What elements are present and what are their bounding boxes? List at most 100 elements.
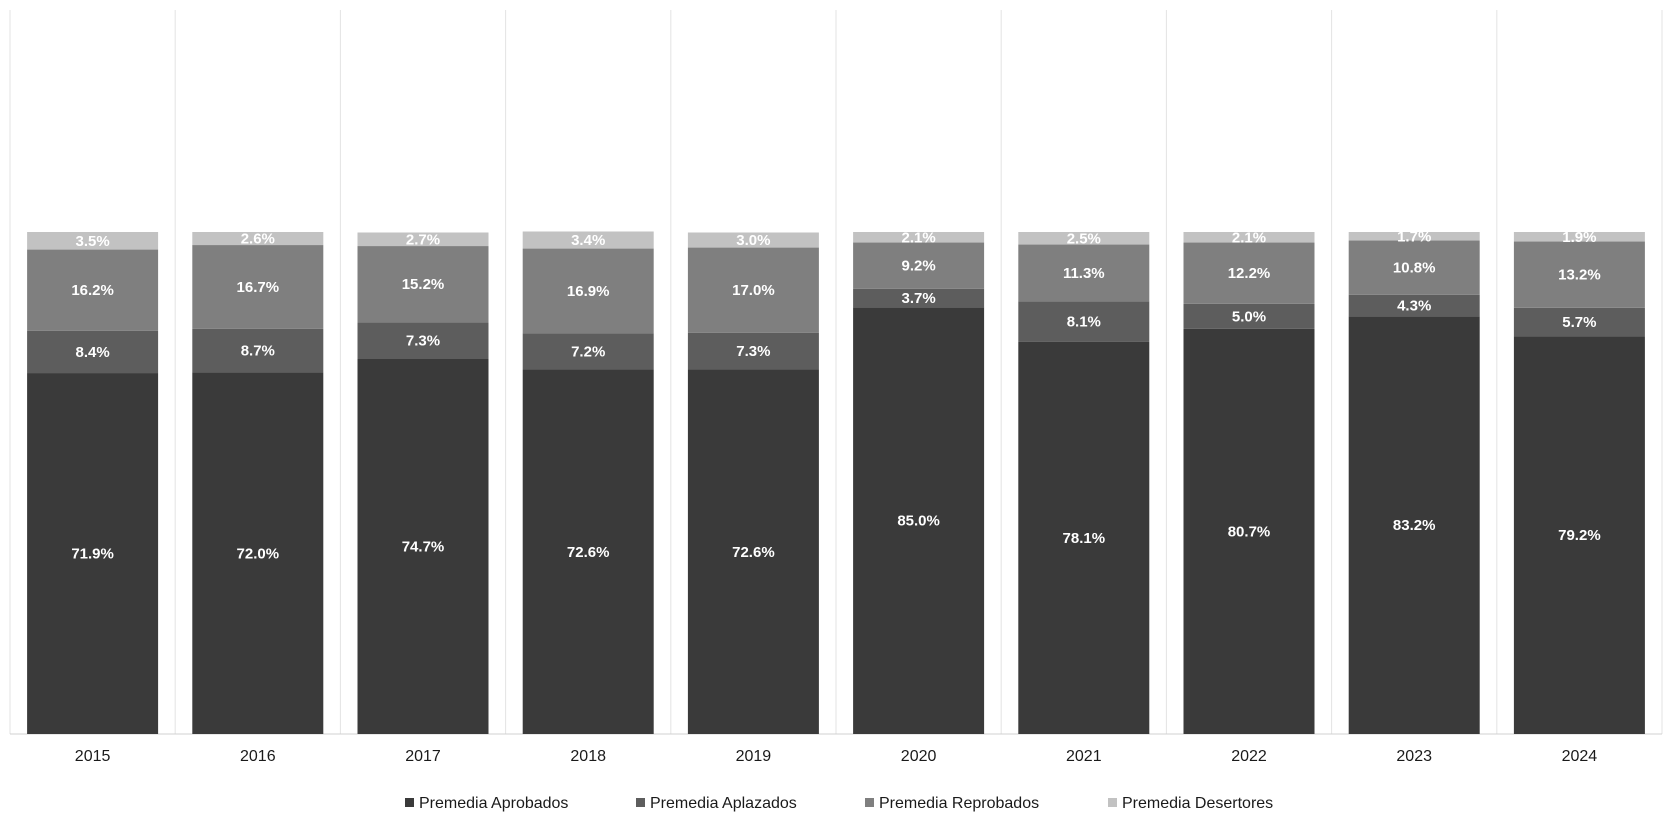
data-label-2023-0: 83.2% <box>1393 517 1436 534</box>
data-label-2019-2: 17.0% <box>732 282 775 299</box>
data-label-2021-0: 78.1% <box>1063 530 1106 547</box>
data-label-2016-3: 2.6% <box>241 231 275 248</box>
data-label-2021-3: 2.5% <box>1067 230 1101 247</box>
bar-segment-premedia-aprobados-2023 <box>1348 316 1480 734</box>
data-label-2023-3: 1.7% <box>1397 228 1431 245</box>
bar-segment-premedia-desertores-2019 <box>687 232 819 248</box>
bar-segment-premedia-aprobados-2024 <box>1513 336 1645 734</box>
bar-segment-premedia-reprobados-2017 <box>357 246 489 323</box>
data-label-2020-2: 9.2% <box>901 258 935 275</box>
data-label-2023-2: 10.8% <box>1393 260 1436 277</box>
data-label-2024-3: 1.9% <box>1562 229 1596 246</box>
x-tick-label-2019: 2019 <box>736 748 772 765</box>
data-label-2018-0: 72.6% <box>567 544 610 561</box>
data-label-2016-1: 8.7% <box>241 343 275 360</box>
data-label-2020-0: 85.0% <box>897 513 940 530</box>
legend-label-premedia-desertores: Premedia Desertores <box>1122 795 1273 812</box>
bar-segment-premedia-aplazados-2015 <box>27 330 159 374</box>
bar-segment-premedia-aprobados-2019 <box>687 369 819 734</box>
x-tick-label-2022: 2022 <box>1231 748 1267 765</box>
bar-segment-premedia-desertores-2015 <box>27 232 159 250</box>
data-label-2023-1: 4.3% <box>1397 298 1431 315</box>
bar-segment-premedia-aprobados-2021 <box>1018 341 1150 734</box>
bar-segment-premedia-aplazados-2022 <box>1183 303 1315 329</box>
bar-segment-premedia-reprobados-2019 <box>687 247 819 333</box>
data-label-2015-3: 3.5% <box>75 233 109 250</box>
bar-segment-premedia-reprobados-2020 <box>853 242 985 289</box>
data-label-2024-0: 79.2% <box>1558 527 1601 544</box>
data-label-2019-3: 3.0% <box>736 232 770 249</box>
data-label-2020-1: 3.7% <box>901 290 935 307</box>
data-label-2024-1: 5.7% <box>1562 314 1596 331</box>
bar-segment-premedia-desertores-2017 <box>357 232 489 247</box>
bar-segment-premedia-aplazados-2019 <box>687 332 819 370</box>
legend-swatch-premedia-aplazados <box>636 798 645 807</box>
data-label-2017-0: 74.7% <box>402 539 445 556</box>
bar-segment-premedia-reprobados-2024 <box>1513 241 1645 308</box>
bar-segment-premedia-aprobados-2017 <box>357 359 489 734</box>
bar-segment-premedia-aplazados-2024 <box>1513 307 1645 337</box>
bar-segment-premedia-reprobados-2021 <box>1018 244 1150 302</box>
data-label-2015-2: 16.2% <box>71 282 114 299</box>
x-tick-label-2015: 2015 <box>75 748 111 765</box>
bar-segment-premedia-reprobados-2018 <box>522 248 654 334</box>
data-label-2021-2: 11.3% <box>1063 265 1105 282</box>
data-label-2019-0: 72.6% <box>732 544 775 561</box>
bar-segment-premedia-desertores-2018 <box>522 231 654 249</box>
bar-segment-premedia-aprobados-2015 <box>27 373 159 734</box>
bar-segment-premedia-reprobados-2023 <box>1348 240 1480 295</box>
bar-segment-premedia-aplazados-2020 <box>853 288 985 308</box>
data-label-2015-1: 8.4% <box>75 344 109 361</box>
x-tick-label-2024: 2024 <box>1562 748 1598 765</box>
data-label-2022-2: 12.2% <box>1228 265 1271 282</box>
legend-swatch-premedia-desertores <box>1108 798 1117 807</box>
data-label-2022-0: 80.7% <box>1228 523 1271 540</box>
data-label-2016-2: 16.7% <box>237 279 280 296</box>
legend-label-premedia-aplazados: Premedia Aplazados <box>650 795 797 812</box>
bar-segment-premedia-aprobados-2022 <box>1183 328 1315 734</box>
bar-segment-premedia-reprobados-2022 <box>1183 242 1315 304</box>
bar-segment-premedia-aplazados-2018 <box>522 333 654 370</box>
data-label-2017-1: 7.3% <box>406 333 440 350</box>
legend-swatch-premedia-reprobados <box>865 798 874 807</box>
data-label-2020-3: 2.1% <box>901 229 935 246</box>
bar-segment-premedia-desertores-2023 <box>1348 232 1480 241</box>
data-label-2017-3: 2.7% <box>406 231 440 248</box>
x-tick-label-2023: 2023 <box>1396 748 1432 765</box>
data-label-2019-1: 7.3% <box>736 343 770 360</box>
bar-segment-premedia-aplazados-2023 <box>1348 294 1480 317</box>
data-label-2015-0: 71.9% <box>71 546 114 563</box>
x-tick-label-2020: 2020 <box>901 748 937 765</box>
bar-segment-premedia-aplazados-2017 <box>357 322 489 360</box>
data-label-2021-1: 8.1% <box>1067 314 1101 331</box>
legend-label-premedia-aprobados: Premedia Aprobados <box>419 795 568 812</box>
bar-segment-premedia-desertores-2016 <box>192 232 324 246</box>
data-label-2022-1: 5.0% <box>1232 308 1266 325</box>
bar-segment-premedia-reprobados-2015 <box>27 249 159 331</box>
legend-swatch-premedia-aprobados <box>405 798 414 807</box>
data-label-2022-3: 2.1% <box>1232 229 1266 246</box>
data-label-2018-1: 7.2% <box>571 343 605 360</box>
bar-segment-premedia-aplazados-2016 <box>192 328 324 373</box>
bar-segment-premedia-aprobados-2020 <box>853 307 985 734</box>
data-label-2024-2: 13.2% <box>1558 267 1601 284</box>
bar-segment-premedia-aprobados-2018 <box>522 369 654 734</box>
x-tick-label-2016: 2016 <box>240 748 276 765</box>
bar-segment-premedia-aprobados-2016 <box>192 372 324 734</box>
bar-segment-premedia-aplazados-2021 <box>1018 301 1150 342</box>
bar-segment-premedia-desertores-2022 <box>1183 232 1315 243</box>
data-label-2018-2: 16.9% <box>567 283 610 300</box>
bar-segment-premedia-desertores-2021 <box>1018 232 1150 245</box>
x-tick-label-2017: 2017 <box>405 748 441 765</box>
bar-segment-premedia-desertores-2024 <box>1513 232 1645 242</box>
x-tick-label-2021: 2021 <box>1066 748 1102 765</box>
legend-label-premedia-reprobados: Premedia Reprobados <box>879 795 1039 812</box>
x-tick-label-2018: 2018 <box>570 748 606 765</box>
bar-segment-premedia-desertores-2020 <box>853 232 985 243</box>
data-label-2017-2: 15.2% <box>402 276 445 293</box>
data-label-2018-3: 3.4% <box>571 232 605 249</box>
bar-segment-premedia-reprobados-2016 <box>192 245 324 329</box>
data-label-2016-0: 72.0% <box>237 545 280 562</box>
